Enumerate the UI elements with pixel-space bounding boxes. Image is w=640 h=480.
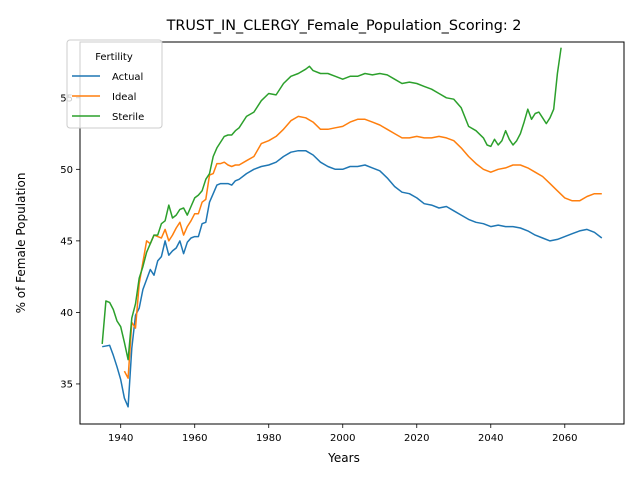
x-tick-label: 1960 — [182, 433, 207, 444]
x-tick-label: 1940 — [108, 433, 133, 444]
x-tick-label: 2060 — [552, 433, 577, 444]
plot-frame — [79, 41, 625, 425]
legend-label-ideal: Ideal — [112, 92, 136, 103]
y-tick-label: 35 — [60, 379, 73, 390]
legend-label-sterile: Sterile — [112, 112, 144, 123]
series-line-sterile — [101, 47, 562, 361]
legend-box — [66, 39, 163, 129]
y-tick-label: 40 — [60, 308, 73, 319]
series-line-actual — [102, 149, 603, 408]
y-axis: 3540455055 — [60, 93, 80, 390]
y-axis-label: % of Female Population — [14, 173, 28, 314]
x-tick-label: 2000 — [330, 433, 355, 444]
chart-title: TRUST_IN_CLERGY_Female_Population_Scorin… — [166, 18, 522, 34]
x-tick-label: 1980 — [256, 433, 281, 444]
y-tick-label: 50 — [60, 165, 73, 176]
x-axis-label: Years — [327, 451, 360, 465]
series-line-ideal — [123, 115, 602, 379]
plot-series — [101, 47, 603, 408]
x-tick-label: 2020 — [404, 433, 429, 444]
legend-title: Fertility — [95, 52, 133, 63]
x-axis: 1940 1960 1980 2000 2020 2040 2060 — [108, 424, 578, 444]
y-tick-label: 45 — [60, 236, 73, 247]
legend-label-actual: Actual — [112, 72, 143, 83]
legend: Fertility Actual Ideal Sterile — [66, 39, 163, 129]
x-tick-label: 2040 — [478, 433, 503, 444]
